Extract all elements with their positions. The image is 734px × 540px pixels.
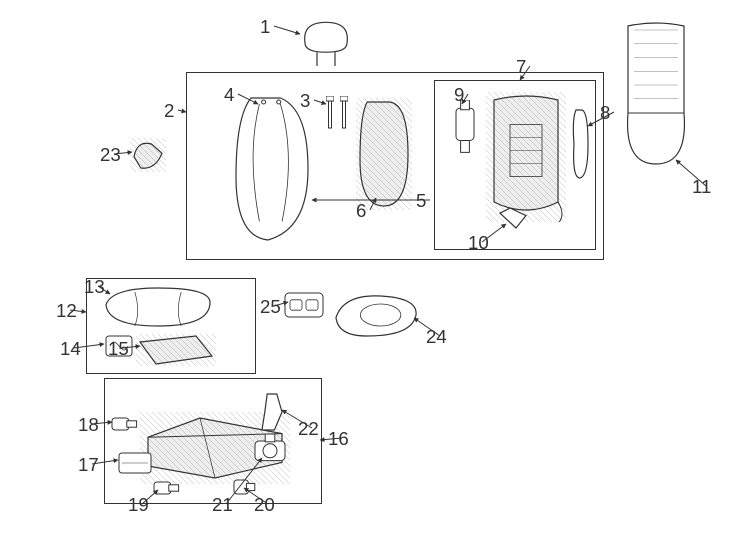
part-outer-shield: [330, 290, 422, 340]
callout-label-9: 9: [454, 84, 464, 106]
callout-label-18: 18: [78, 414, 99, 436]
callout-label-14: 14: [60, 338, 81, 360]
callout-label-24: 24: [426, 326, 447, 348]
part-lumbar-motor: [454, 100, 476, 154]
callout-label-21: 21: [212, 494, 233, 516]
part-air-duct: [260, 392, 284, 432]
callout-label-7: 7: [516, 56, 526, 78]
callout-leader-2: [178, 110, 186, 112]
diagram-stage: 1234567891011121314151617181920212223242…: [0, 0, 734, 540]
callout-label-16: 16: [328, 428, 349, 450]
callout-label-2: 2: [164, 100, 174, 122]
callout-label-20: 20: [254, 494, 275, 516]
part-height-motor: [152, 480, 180, 496]
callout-label-13: 13: [84, 276, 105, 298]
part-seat-back-frame: [486, 92, 566, 222]
callout-label-19: 19: [128, 494, 149, 516]
callout-label-22: 22: [298, 418, 319, 440]
part-recline-lever: [130, 138, 166, 172]
part-headrest-guide: [326, 96, 334, 132]
part-track-ecu-cover: [118, 452, 152, 474]
part-headrest-guide-2: [340, 96, 348, 132]
callout-label-6: 6: [356, 200, 366, 222]
part-seat-switch: [284, 292, 324, 318]
part-track-motor: [110, 416, 138, 432]
part-cushion-cover: [100, 284, 216, 330]
callout-label-15: 15: [108, 338, 129, 360]
part-side-airbag: [570, 108, 590, 180]
callout-label-10: 10: [468, 232, 489, 254]
callout-label-11: 11: [692, 176, 711, 198]
callout-label-3: 3: [300, 90, 310, 112]
callout-label-17: 17: [78, 454, 99, 476]
part-frame-bracket: [498, 206, 528, 230]
callout-label-12: 12: [56, 300, 77, 322]
part-blower-fan: [254, 434, 286, 462]
part-seat-back-cover: [230, 94, 314, 244]
callout-label-23: 23: [100, 144, 121, 166]
part-headrest: [296, 20, 356, 66]
part-tilt-motor: [232, 478, 256, 496]
callout-label-1: 1: [260, 16, 270, 38]
callout-label-5: 5: [416, 190, 426, 212]
part-cushion-pad: [136, 334, 216, 366]
callout-label-4: 4: [224, 84, 234, 106]
callout-label-8: 8: [600, 102, 610, 124]
part-seat-back-pad: [356, 98, 412, 210]
callout-label-25: 25: [260, 296, 281, 318]
part-seat-back-board: [618, 20, 694, 170]
